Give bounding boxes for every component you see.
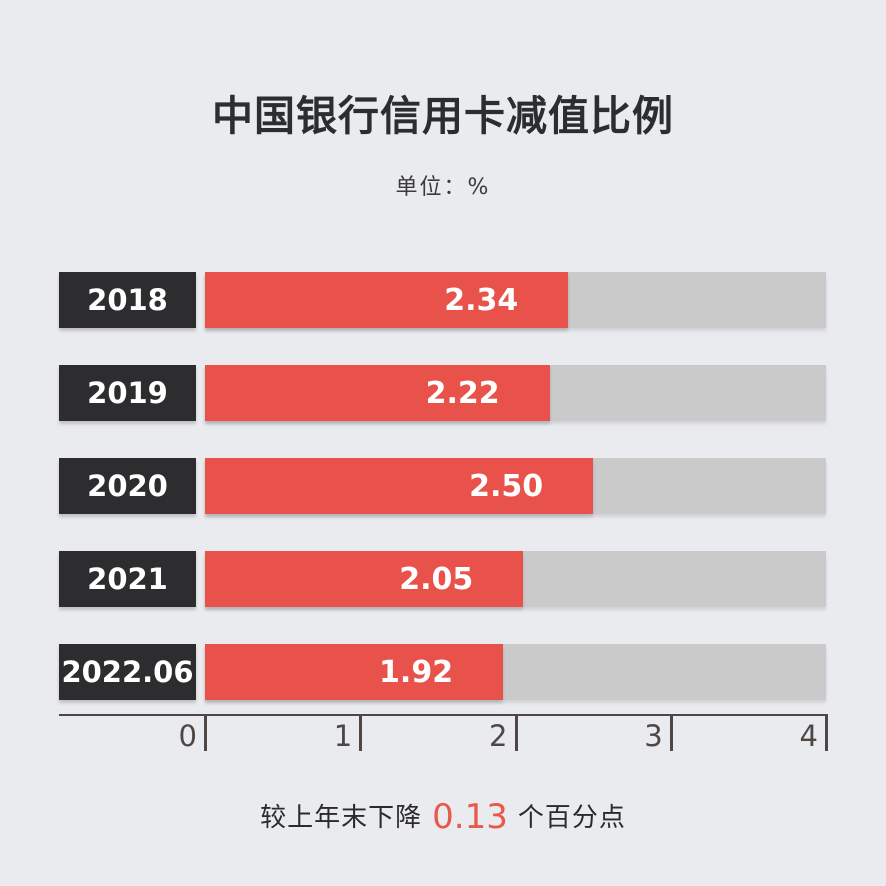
bar-track: 2.22 [205,365,826,421]
tick-mark [825,714,828,751]
delta-value: 0.13 [432,797,508,837]
tick-mark [359,714,363,751]
bar-value-label: 1.92 [379,654,454,690]
tick-mark [204,714,207,751]
chart-title: 中国银行信用卡减值比例 [212,92,674,140]
year-label: 2019 [59,365,196,421]
bar-track: 2.05 [205,551,826,607]
bar-fill: 2.05 [205,551,524,607]
footnote-prefix: 较上年末下降 [260,803,423,833]
bar-value-label: 2.34 [444,282,519,318]
bar-value-label: 2.22 [425,375,500,411]
bar-row: 2021 2.05 [59,551,826,607]
bar-fill: 1.92 [205,644,504,700]
bar-track: 1.92 [205,644,826,700]
year-label: 2021 [59,551,196,607]
footnote: 较上年末下降 0.13 个百分点 [0,797,886,837]
bar-track: 2.50 [205,458,826,514]
year-label: 2022.06 [59,644,196,700]
bar-track: 2.34 [205,272,826,328]
tick-label: 4 [799,719,818,753]
tick-label: 2 [489,719,508,753]
bar-row: 2020 2.50 [59,458,826,514]
bar-fill: 2.22 [205,365,550,421]
tick-mark [669,714,673,751]
bar-row: 2018 2.34 [59,272,826,328]
bar-fill: 2.50 [205,458,594,514]
bar-row: 2019 2.22 [59,365,826,421]
bar-value-label: 2.50 [469,468,544,504]
tick-mark [514,714,518,751]
tick-label: 3 [644,719,663,753]
x-axis: 0 1 2 3 4 [59,714,828,754]
year-label: 2018 [59,272,196,328]
bar-row: 2022.06 1.92 [59,644,826,700]
bar-fill: 2.34 [205,272,569,328]
footnote-suffix: 个百分点 [517,803,626,833]
axis-line [59,714,828,716]
tick-label: 0 [178,719,197,753]
bar-chart: 2018 2.34 2019 2.22 2020 2.50 2021 2.05 2022.06 1… [59,272,826,737]
bar-value-label: 2.05 [399,561,474,597]
tick-label: 1 [333,719,353,753]
year-label: 2020 [59,458,196,514]
unit-label: 单位：% [395,175,491,200]
